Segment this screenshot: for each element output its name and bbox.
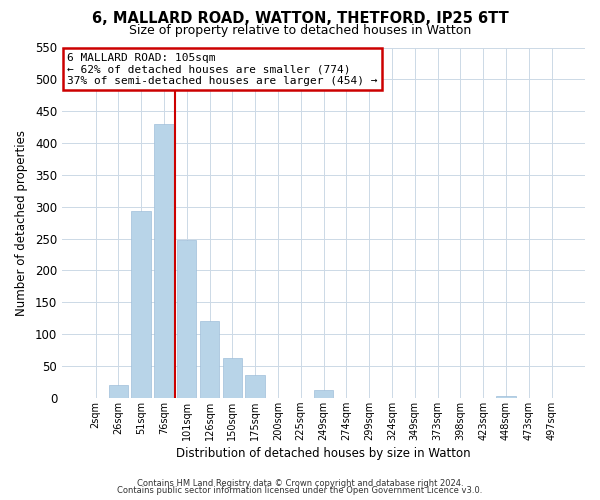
X-axis label: Distribution of detached houses by size in Watton: Distribution of detached houses by size … bbox=[176, 447, 471, 460]
Text: 6 MALLARD ROAD: 105sqm
← 62% of detached houses are smaller (774)
37% of semi-de: 6 MALLARD ROAD: 105sqm ← 62% of detached… bbox=[67, 53, 378, 86]
Bar bbox=[200, 322, 219, 398]
Bar bbox=[131, 211, 151, 398]
Y-axis label: Number of detached properties: Number of detached properties bbox=[15, 130, 28, 316]
Bar bbox=[314, 390, 333, 398]
Text: Contains public sector information licensed under the Open Government Licence v3: Contains public sector information licen… bbox=[118, 486, 482, 495]
Bar bbox=[177, 240, 196, 398]
Bar bbox=[496, 396, 515, 398]
Bar bbox=[154, 124, 173, 398]
Text: Contains HM Land Registry data © Crown copyright and database right 2024.: Contains HM Land Registry data © Crown c… bbox=[137, 478, 463, 488]
Bar bbox=[223, 358, 242, 398]
Text: Size of property relative to detached houses in Watton: Size of property relative to detached ho… bbox=[129, 24, 471, 37]
Text: 6, MALLARD ROAD, WATTON, THETFORD, IP25 6TT: 6, MALLARD ROAD, WATTON, THETFORD, IP25 … bbox=[92, 11, 508, 26]
Bar bbox=[245, 375, 265, 398]
Bar bbox=[109, 385, 128, 398]
